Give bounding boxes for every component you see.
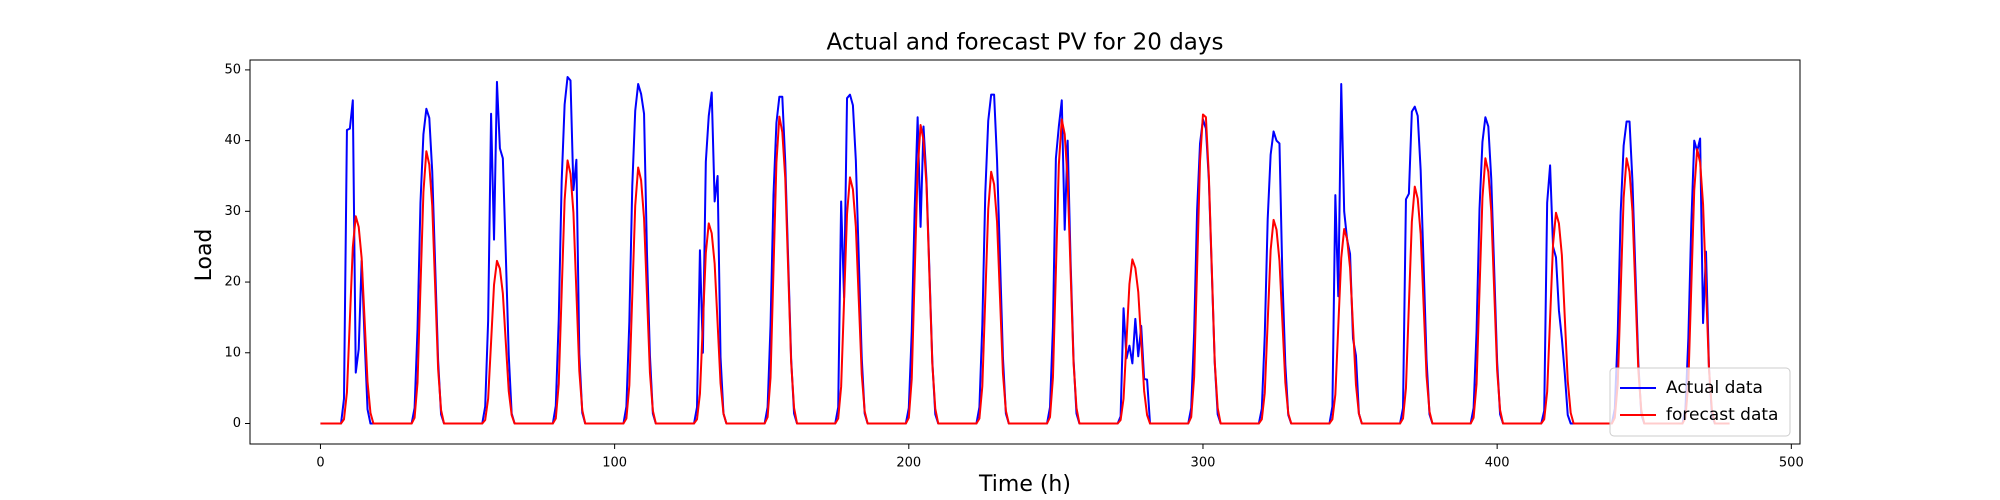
y-tick-label: 40 — [224, 133, 241, 148]
y-tick-label: 50 — [224, 62, 241, 77]
legend-label: Actual data — [1666, 378, 1763, 398]
legend-label: forecast data — [1666, 405, 1778, 425]
x-tick-label: 300 — [1191, 456, 1216, 471]
y-tick-label: 0 — [233, 416, 241, 431]
series-line — [320, 113, 1730, 425]
x-tick-label: 200 — [896, 456, 921, 471]
y-tick-label: 30 — [224, 204, 241, 219]
legend-box — [1609, 367, 1791, 437]
x-tick-label: 0 — [316, 456, 324, 471]
series-line — [320, 75, 1730, 425]
x-tick-label: 100 — [602, 456, 627, 471]
x-axis-label: Time (h) — [978, 472, 1071, 497]
plot-frame — [249, 59, 1801, 445]
y-axis-label: Load — [192, 229, 217, 282]
y-tick-label: 10 — [224, 345, 241, 360]
chart-title: Actual and forecast PV for 20 days — [827, 30, 1224, 56]
y-tick-label: 20 — [224, 275, 241, 290]
x-tick-label: 500 — [1779, 456, 1804, 471]
x-tick-label: 400 — [1485, 456, 1510, 471]
